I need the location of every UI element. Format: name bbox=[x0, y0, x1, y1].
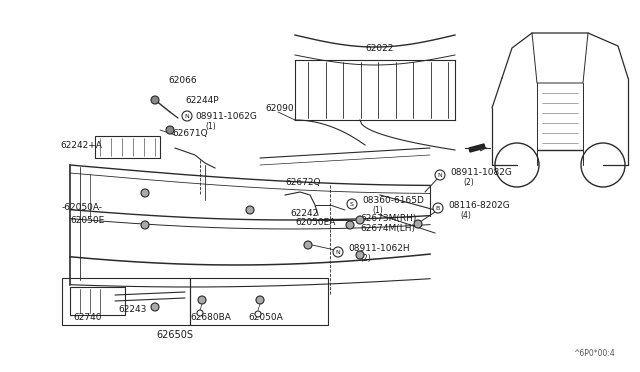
Circle shape bbox=[166, 126, 174, 134]
Circle shape bbox=[141, 189, 149, 197]
Text: 62090: 62090 bbox=[265, 103, 294, 112]
Text: (2): (2) bbox=[360, 253, 371, 263]
Text: ^6P0*00:4: ^6P0*00:4 bbox=[573, 349, 615, 358]
Circle shape bbox=[346, 221, 354, 229]
Circle shape bbox=[347, 199, 357, 209]
Circle shape bbox=[151, 96, 159, 104]
Text: B: B bbox=[436, 205, 440, 211]
Bar bbox=[95, 136, 160, 158]
Text: (2): (2) bbox=[463, 177, 474, 186]
Circle shape bbox=[433, 203, 443, 213]
Text: 62674M(LH): 62674M(LH) bbox=[360, 224, 415, 232]
Text: 62050A: 62050A bbox=[248, 312, 283, 321]
Text: N: N bbox=[184, 113, 189, 119]
Text: 62671Q: 62671Q bbox=[172, 128, 207, 138]
Bar bbox=[190, 278, 328, 325]
Text: 62050EA: 62050EA bbox=[295, 218, 335, 227]
Text: (4): (4) bbox=[460, 211, 471, 219]
Text: 62242+A: 62242+A bbox=[60, 141, 102, 150]
Text: (1): (1) bbox=[205, 122, 216, 131]
Text: S: S bbox=[350, 202, 354, 206]
Bar bbox=[70, 287, 125, 315]
Text: N: N bbox=[335, 250, 340, 254]
Text: 62672Q: 62672Q bbox=[285, 177, 321, 186]
Text: (1): (1) bbox=[372, 205, 383, 215]
Circle shape bbox=[414, 220, 422, 228]
Circle shape bbox=[255, 311, 261, 317]
Text: 62022: 62022 bbox=[365, 44, 394, 52]
Text: 62740: 62740 bbox=[73, 312, 102, 321]
Text: 08911-1062H: 08911-1062H bbox=[348, 244, 410, 253]
Circle shape bbox=[141, 221, 149, 229]
Circle shape bbox=[246, 206, 254, 214]
Text: 08911-1082G: 08911-1082G bbox=[450, 167, 512, 176]
Text: 08360-6165D: 08360-6165D bbox=[362, 196, 424, 205]
Text: 08116-8202G: 08116-8202G bbox=[448, 201, 509, 209]
Circle shape bbox=[256, 296, 264, 304]
Text: -62050A-: -62050A- bbox=[62, 202, 103, 212]
Text: 08911-1062G: 08911-1062G bbox=[195, 112, 257, 121]
Circle shape bbox=[356, 216, 364, 224]
Text: N: N bbox=[438, 173, 442, 177]
Circle shape bbox=[151, 303, 159, 311]
Text: 62680BA: 62680BA bbox=[190, 312, 231, 321]
Circle shape bbox=[356, 251, 364, 259]
Circle shape bbox=[435, 170, 445, 180]
Circle shape bbox=[333, 247, 343, 257]
Circle shape bbox=[304, 241, 312, 249]
Text: 62244P: 62244P bbox=[185, 96, 219, 105]
Text: 62066: 62066 bbox=[168, 76, 196, 84]
Text: 62050E: 62050E bbox=[70, 215, 104, 224]
Polygon shape bbox=[469, 144, 485, 152]
Text: 62650S: 62650S bbox=[157, 330, 193, 340]
Text: 62242: 62242 bbox=[290, 208, 318, 218]
Text: 62243: 62243 bbox=[118, 305, 147, 314]
Circle shape bbox=[197, 310, 203, 316]
Circle shape bbox=[182, 111, 192, 121]
Circle shape bbox=[198, 296, 206, 304]
Bar bbox=[62, 278, 190, 325]
Text: 62673M(RH): 62673M(RH) bbox=[360, 214, 417, 222]
